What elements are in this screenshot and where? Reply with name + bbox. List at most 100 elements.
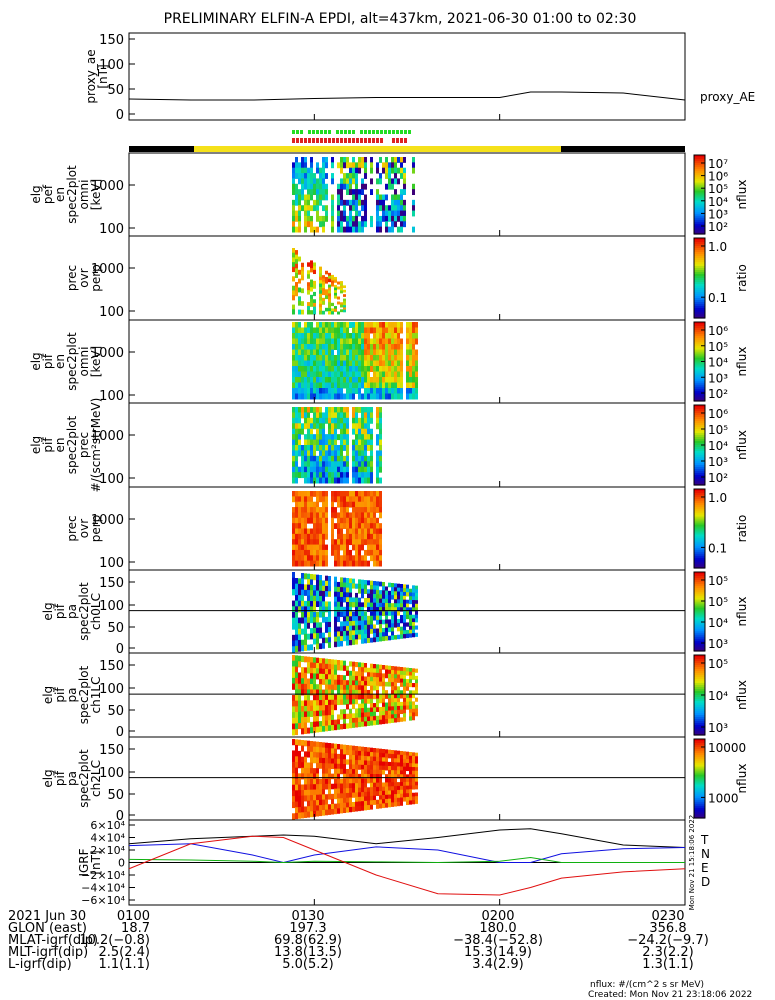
colorbar-step (694, 538, 705, 541)
spectrogram-cell (319, 805, 322, 811)
spectrogram-cell (301, 683, 304, 690)
spectrogram-cell (340, 596, 343, 603)
spectrogram-cell (325, 366, 328, 372)
colorbar-step (694, 353, 705, 357)
spectrogram-cell (343, 417, 346, 424)
spectrogram-cell (415, 371, 418, 378)
spectrogram-cell (412, 694, 415, 699)
spectrogram-cell (325, 720, 328, 727)
colorbar-step (694, 770, 705, 774)
spectrogram-cell (373, 685, 376, 691)
spectrogram-cell (343, 749, 346, 755)
colorbar-step (694, 705, 705, 708)
ephemeris-cell: 13.8(13.5) (274, 945, 342, 960)
spectrogram-cell (376, 205, 379, 212)
spectrogram-cell (319, 689, 322, 696)
spectrogram-cell (337, 694, 340, 701)
spectrogram-cell (373, 322, 376, 328)
spectrogram-cell (307, 349, 310, 356)
spectrogram-cell (295, 501, 298, 508)
spectrogram-cell (376, 677, 379, 682)
spectrogram-cell (358, 439, 361, 446)
spectrogram-cell (310, 544, 313, 551)
spectrogram-cell (352, 769, 355, 775)
spectrogram-cell (358, 764, 361, 770)
spectrogram-cell (301, 790, 304, 797)
spectrogram-cell (298, 723, 301, 730)
spectrogram-cell (322, 710, 325, 717)
ylabel-line: pef (41, 184, 55, 204)
spectrogram-cell (394, 670, 397, 675)
spectrogram-cell (298, 555, 301, 562)
spectrogram-cell (364, 680, 367, 686)
spectrogram-cell (334, 322, 337, 328)
spectrogram-cell (322, 173, 325, 179)
colorbar-tick-label: 10⁶ (708, 324, 728, 338)
spectrogram-cell (352, 366, 355, 372)
spectrogram-cell (292, 528, 295, 535)
spectrogram-cell (343, 466, 346, 473)
spectrogram-cell (379, 774, 382, 779)
spectrogram-cell (328, 333, 331, 339)
spectrogram-cell (361, 162, 364, 169)
spectrogram-cell (313, 183, 316, 190)
fast-mode-mark (408, 130, 411, 134)
spectrogram-cell (394, 782, 397, 787)
spectrogram-cell (394, 678, 397, 683)
spectrogram-cell (415, 778, 418, 783)
spectrogram-cell (415, 683, 418, 688)
spectrogram-cell (355, 634, 358, 640)
spectrogram-cell (382, 388, 385, 394)
spectrogram-cell (370, 756, 373, 762)
spectrogram-cell (370, 439, 373, 446)
spectrogram-cell (298, 393, 301, 400)
spectrogram-cell (346, 549, 349, 556)
spectrogram-cell (307, 762, 310, 769)
spectrogram-cell (364, 778, 367, 784)
spectrogram-cell (394, 162, 397, 169)
spectrogram-cell (298, 711, 301, 718)
spectrogram-cell (382, 582, 385, 587)
spectrogram-cell (322, 194, 325, 201)
spectrogram-cell (343, 587, 346, 593)
spectrogram-cell (346, 189, 349, 195)
spectrogram-cell (316, 199, 319, 206)
spectrogram-cell (376, 778, 379, 784)
colorbar-step (694, 782, 705, 786)
y-tick-label: 150 (99, 576, 124, 591)
spectrogram-cell (292, 221, 295, 228)
spectrogram-cell (322, 549, 325, 556)
spectrogram-cell (346, 349, 349, 356)
spectrogram-cell (331, 302, 334, 307)
y-tick-label: 100 (99, 682, 124, 697)
spectrogram-cell (328, 720, 331, 726)
spectrogram-cell (340, 210, 343, 217)
spectrogram-cell (334, 743, 337, 750)
spectrogram-cell (310, 173, 313, 179)
spectrogram-cell (352, 455, 355, 462)
spectrogram-cell (382, 344, 385, 350)
spectrogram-cell (412, 189, 415, 195)
spectrogram-cell (376, 466, 379, 473)
ylabel-line: [keV] (89, 179, 103, 210)
spectrogram-cell (331, 704, 334, 711)
spectrogram-cell (376, 496, 379, 503)
spectrogram-cell (385, 205, 388, 212)
spectrogram-cell (385, 598, 388, 604)
spectrogram-cell (328, 455, 331, 462)
spectrogram-cell (379, 445, 382, 451)
fast-mode-mark (376, 130, 379, 134)
spectrogram-cell (331, 549, 334, 556)
spectrogram-cell (334, 393, 337, 400)
spectrogram-cell (310, 183, 313, 190)
spectrogram-cell (382, 694, 385, 699)
spectrogram-cell (334, 606, 337, 613)
spectrogram-cell (295, 539, 298, 546)
spectrogram-cell (391, 798, 394, 803)
spectrogram-cell (328, 477, 331, 484)
spectrogram-cell (391, 215, 394, 222)
spectrogram-cell (397, 199, 400, 206)
spectrogram-cell (346, 544, 349, 551)
spectrogram-cell (361, 676, 364, 682)
